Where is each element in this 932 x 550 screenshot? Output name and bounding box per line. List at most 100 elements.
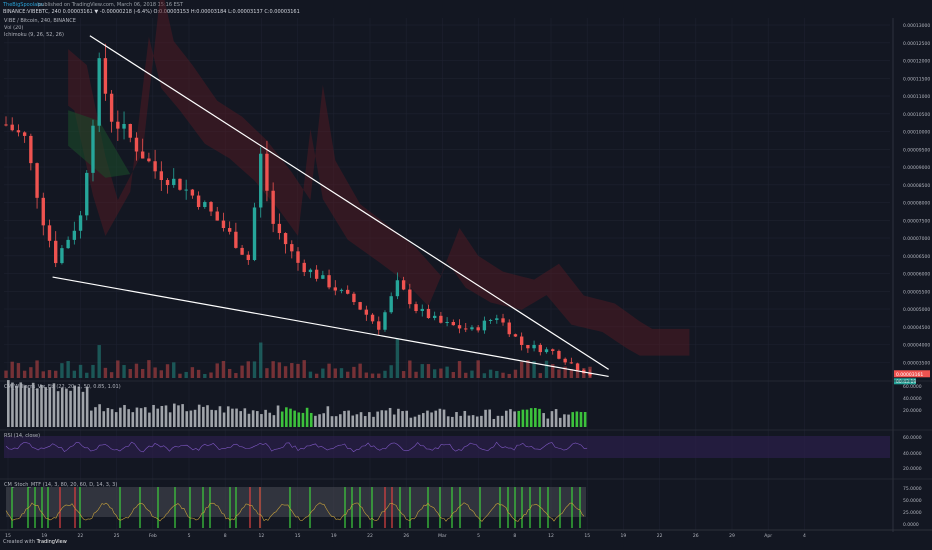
vix-bar	[36, 388, 39, 427]
volume-bar	[134, 363, 139, 378]
publisher-name[interactable]: TheBigSpoolabs	[3, 2, 43, 8]
price-tick-label: 0.00004500	[903, 325, 930, 331]
candle-body	[314, 269, 319, 279]
volume-bar	[103, 367, 108, 378]
vix-bar	[226, 406, 230, 427]
candle-body	[513, 334, 518, 337]
last-price-label: 0.00003161	[896, 372, 923, 378]
vix-bar	[48, 387, 52, 427]
volume-bar	[122, 365, 126, 378]
footer: Created with TradingView	[3, 539, 67, 545]
vix-bar	[500, 415, 504, 427]
volume-bar	[588, 366, 592, 378]
cloud-green	[68, 110, 131, 178]
candle-body	[414, 304, 418, 312]
price-tick-label: 0.00008000	[903, 201, 930, 207]
candle-body	[16, 130, 21, 133]
vix-bar	[98, 404, 101, 427]
stoch-band	[6, 487, 586, 517]
time-tick-label: Mar	[438, 533, 447, 539]
vix-bar	[127, 409, 130, 427]
vix-bar	[168, 412, 172, 427]
vix-bar	[463, 410, 467, 427]
time-tick-label: 5	[188, 533, 191, 539]
volume-bar	[190, 367, 195, 378]
volume-bar	[234, 373, 238, 378]
rsi-tick-label: 20.0000	[903, 466, 922, 472]
vix-bar	[285, 407, 288, 427]
volume-bar	[60, 363, 64, 378]
vix-bar	[197, 404, 201, 427]
vix-bar	[309, 412, 313, 427]
candle-body	[538, 344, 542, 353]
candle-body	[10, 124, 14, 131]
time-tick-label: 12	[548, 533, 554, 539]
candle-body	[4, 124, 8, 126]
rsi-line	[5, 441, 588, 453]
candle-body	[432, 315, 437, 319]
vix-bar	[206, 405, 209, 427]
volume-bar	[420, 364, 424, 378]
vix-bar	[202, 406, 205, 427]
vix-bar	[85, 386, 89, 427]
time-tick-label: 4	[803, 533, 806, 539]
volume-bar	[582, 368, 586, 378]
vix-bar	[222, 412, 226, 427]
volume-bar	[91, 364, 95, 378]
vix-bar	[505, 410, 508, 427]
time-tick-label: 19	[621, 533, 627, 539]
stoch-crosses	[11, 487, 581, 528]
vix-bar	[521, 409, 525, 427]
vix-bar	[31, 382, 35, 427]
volume-bar	[327, 363, 331, 378]
vix-bar	[405, 410, 408, 427]
vix-bar	[77, 386, 81, 427]
volume-bar	[401, 371, 406, 378]
vix-bar	[173, 403, 176, 427]
candle-body	[85, 172, 89, 216]
vix-bar	[392, 414, 396, 427]
candle-body	[246, 254, 250, 261]
candle-body	[41, 197, 45, 226]
vix-bar	[106, 407, 110, 427]
stoch-tick-label: 0.0000	[903, 522, 919, 528]
candle-body	[234, 231, 238, 248]
vix-bar	[293, 410, 296, 427]
volume-bar	[4, 370, 8, 378]
vix-bar	[73, 385, 76, 427]
vix-bar	[114, 412, 118, 427]
candle-body	[370, 314, 375, 322]
vix-bar	[56, 391, 60, 427]
vix-bar	[272, 415, 276, 427]
vix-bar	[475, 416, 479, 427]
vix-bar	[397, 408, 400, 427]
time-tick-label: Apr	[764, 533, 772, 539]
volume-bar	[432, 369, 437, 378]
candle-body	[159, 171, 164, 181]
candle-body	[240, 247, 244, 255]
tradingview-logo[interactable]: TradingView	[36, 539, 67, 545]
candle-body	[445, 321, 449, 323]
candle-body	[196, 195, 201, 208]
vix-bar	[575, 411, 579, 427]
volume-bar	[72, 370, 77, 378]
vix-bar	[571, 412, 574, 427]
candle-body	[72, 230, 77, 240]
volume-bar	[488, 369, 493, 378]
vix-bar	[343, 410, 346, 427]
vix-bar	[372, 416, 375, 427]
candle-body	[221, 220, 226, 229]
volume-bar	[252, 361, 257, 378]
vix-bar	[139, 408, 143, 427]
vix-bar	[256, 411, 259, 427]
volume-bar	[346, 371, 350, 378]
volume-bar	[532, 361, 536, 378]
vix-bar	[148, 412, 151, 427]
stoch-tick-label: 25.0000	[903, 510, 922, 516]
volume-bar	[16, 363, 21, 378]
vix-bar	[388, 407, 392, 427]
volume-bar	[196, 369, 201, 378]
volume-bar	[408, 360, 412, 378]
vix-bar	[318, 414, 321, 427]
